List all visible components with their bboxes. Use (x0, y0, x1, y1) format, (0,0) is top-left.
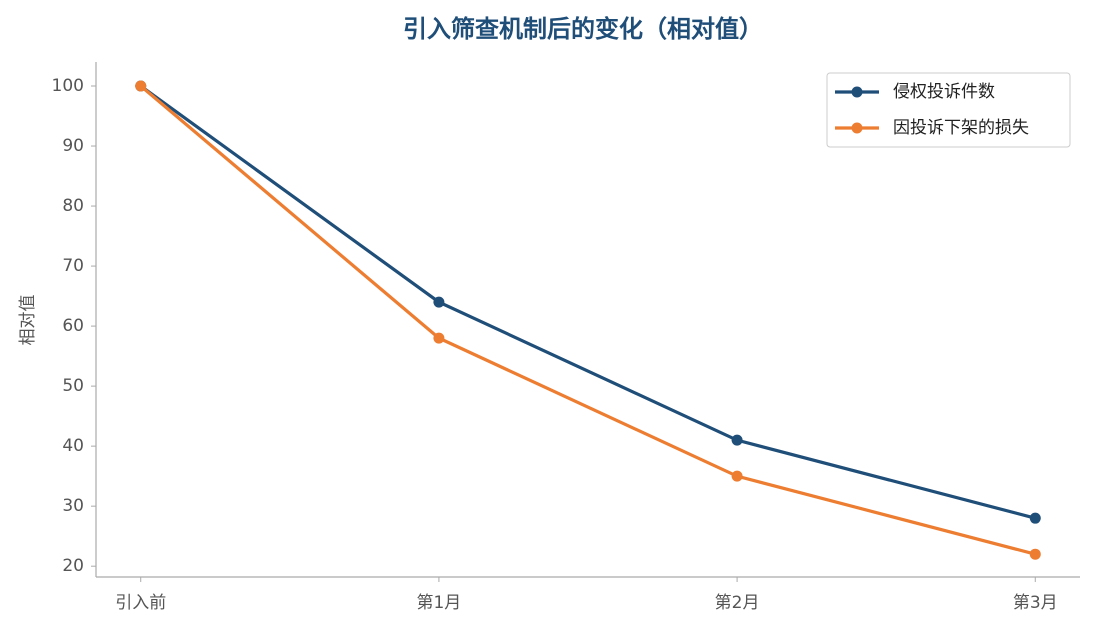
data-point (433, 296, 445, 308)
y-tick-label: 60 (62, 316, 84, 336)
data-point (1029, 512, 1041, 524)
y-tick-label: 50 (62, 376, 84, 396)
series-line (139, 84, 1036, 520)
data-point (731, 434, 743, 446)
data-point (135, 80, 147, 92)
y-tick-label: 90 (62, 136, 84, 156)
data-point (1029, 548, 1041, 560)
data-point (731, 470, 743, 482)
legend-marker (851, 122, 863, 134)
legend-marker (851, 86, 863, 98)
data-point (433, 332, 445, 344)
x-tick-label: 引入前 (115, 593, 166, 613)
x-tick-label: 第3月 (1013, 593, 1058, 613)
legend-label: 侵权投诉件数 (893, 82, 995, 102)
legend-label: 因投诉下架的损失 (893, 118, 1029, 138)
y-tick-label: 70 (62, 256, 84, 276)
legend-box (826, 72, 1071, 148)
x-tick-label: 第2月 (715, 593, 760, 613)
y-axis-label: 相对值 (18, 295, 38, 346)
y-tick-label: 100 (52, 76, 84, 96)
y-tick-label: 30 (62, 496, 84, 516)
y-tick-label: 40 (62, 436, 84, 456)
y-tick-label: 20 (62, 556, 84, 576)
series-line (139, 84, 1036, 556)
y-tick-label: 80 (62, 196, 84, 216)
x-tick-label: 第1月 (416, 593, 461, 613)
chart-title: 引入筛查机制后的变化（相对值） (403, 15, 763, 43)
